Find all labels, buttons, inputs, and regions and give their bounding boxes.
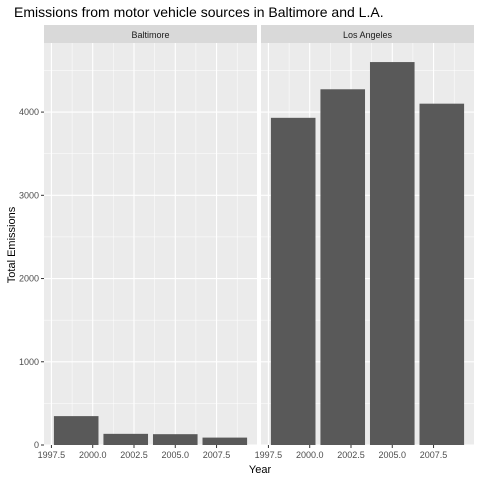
x-tick-label: 2007.5 xyxy=(420,450,448,460)
facet-strip xyxy=(44,25,257,43)
x-tick-label: 1997.5 xyxy=(255,450,283,460)
x-tick-label: 2002.5 xyxy=(120,450,148,460)
bar-los-angeles-1999 xyxy=(270,117,316,445)
x-tick-label: 2000.0 xyxy=(296,450,324,460)
y-tick-label: 3000 xyxy=(19,190,39,200)
x-tick-label: 2002.5 xyxy=(337,450,365,460)
x-axis-title: Year xyxy=(249,464,272,476)
facet-strip-label: Los Angeles xyxy=(343,30,393,40)
bar-baltimore-1999 xyxy=(53,416,99,445)
x-tick-label: 2005.0 xyxy=(162,450,190,460)
bar-baltimore-2005 xyxy=(152,434,198,445)
bar-baltimore-2002 xyxy=(103,433,149,445)
y-tick-label: 2000 xyxy=(19,274,39,284)
x-tick-label: 2005.0 xyxy=(379,450,407,460)
bar-los-angeles-2005 xyxy=(369,62,415,445)
x-tick-label: 2007.5 xyxy=(203,450,231,460)
y-tick-label: 0 xyxy=(34,440,39,450)
panel-background xyxy=(44,43,257,445)
y-tick-label: 4000 xyxy=(19,107,39,117)
y-tick-label: 1000 xyxy=(19,357,39,367)
bar-los-angeles-2008 xyxy=(419,103,465,446)
x-tick-label: 2000.0 xyxy=(79,450,107,460)
y-axis-title: Total Emissions xyxy=(6,206,18,283)
chart-title: Emissions from motor vehicle sources in … xyxy=(14,4,384,20)
bar-baltimore-2008 xyxy=(202,437,248,445)
x-tick-label: 1997.5 xyxy=(38,450,66,460)
facet-strip xyxy=(261,25,474,43)
bar-los-angeles-2002 xyxy=(320,89,366,445)
facet-strip-label: Baltimore xyxy=(131,30,169,40)
plot-area: Baltimore 1997.5 2000.0 2002.5 2005.0 2007.5 L… xyxy=(19,25,474,460)
